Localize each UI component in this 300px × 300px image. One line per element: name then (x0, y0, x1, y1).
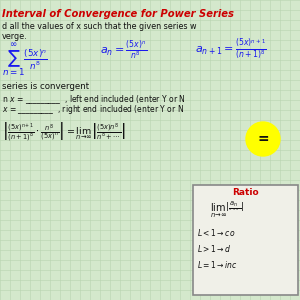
Text: n $x$ = _________  , left end included (enter Y or N: n $x$ = _________ , left end included (e… (2, 93, 186, 106)
Text: Ratio: Ratio (232, 188, 258, 197)
Text: series is convergent: series is convergent (2, 82, 89, 91)
Text: $L = 1 \to inc$: $L = 1 \to inc$ (197, 259, 238, 270)
Text: $a_{n+1}=\frac{(5x)^{n+1}}{(n+1)^8}$: $a_{n+1}=\frac{(5x)^{n+1}}{(n+1)^8}$ (195, 38, 267, 62)
Text: $\lim_{n\to\infty}\left|\frac{a_n}{...}\right|$: $\lim_{n\to\infty}\left|\frac{a_n}{...}\… (210, 200, 244, 220)
Text: $a_n=\frac{(5x)^n}{n^8}$: $a_n=\frac{(5x)^n}{n^8}$ (100, 38, 147, 62)
Text: verge.: verge. (2, 32, 28, 41)
FancyBboxPatch shape (193, 185, 298, 295)
Text: $\left|\frac{(5x)^{n+1}}{(n+1)^8}\cdot\frac{n^8}{(5x)^n}\right|=\lim_{n\to\infty: $\left|\frac{(5x)^{n+1}}{(n+1)^8}\cdot\f… (2, 120, 126, 144)
Text: $\sum_{n=1}^{\infty}\frac{(5x)^n}{n^8}$: $\sum_{n=1}^{\infty}\frac{(5x)^n}{n^8}$ (2, 42, 48, 79)
Text: Interval of Convergence for Power Series: Interval of Convergence for Power Series (2, 9, 234, 19)
Text: =: = (257, 132, 269, 146)
Text: $L < 1 \to co$: $L < 1 \to co$ (197, 227, 235, 238)
Circle shape (246, 122, 280, 156)
Text: $L > 1 \to d$: $L > 1 \to d$ (197, 243, 232, 254)
Text: d all the values of x such that the given series w: d all the values of x such that the give… (2, 22, 196, 31)
Text: $x$ = _________  , right end included (enter Y or N: $x$ = _________ , right end included (en… (2, 103, 184, 116)
